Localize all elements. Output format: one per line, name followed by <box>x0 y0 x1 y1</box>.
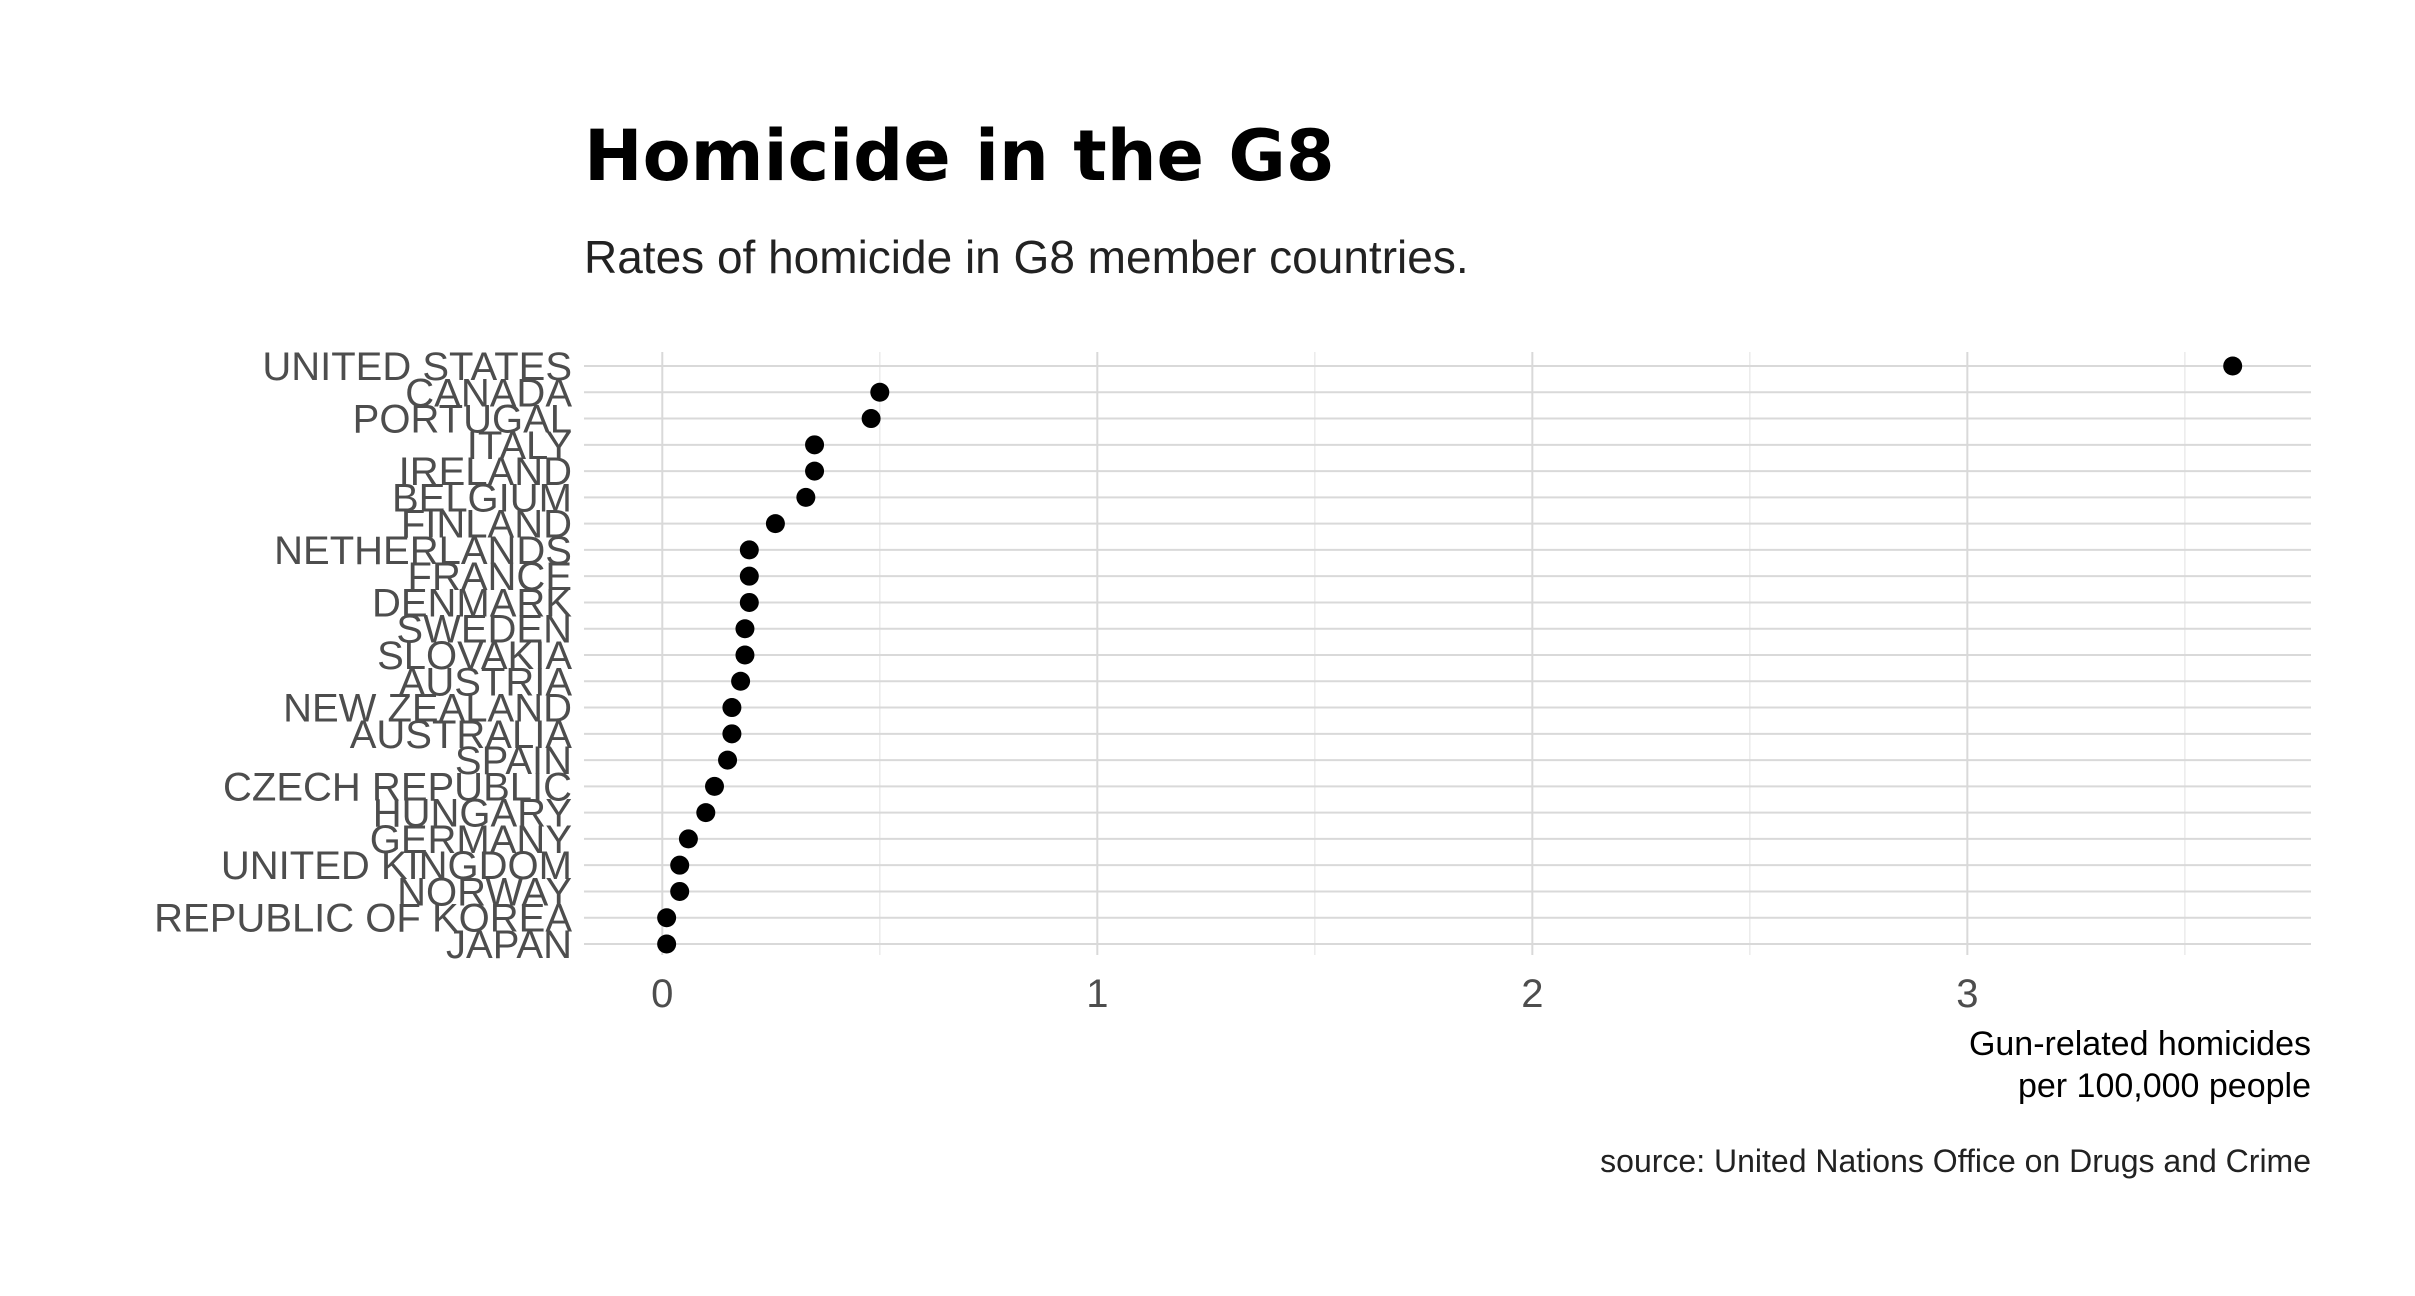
x-tick-label: 0 <box>651 972 673 1016</box>
data-point <box>670 881 690 901</box>
category-label: HUNGARY <box>373 792 572 836</box>
category-label: UNITED KINGDOM <box>221 844 572 888</box>
category-label: NETHERLANDS <box>274 529 572 573</box>
data-point <box>670 855 690 875</box>
category-label: SPAIN <box>455 739 572 783</box>
category-label: NEW ZEALAND <box>283 687 572 731</box>
data-point <box>735 619 755 639</box>
category-label: SWEDEN <box>396 608 572 652</box>
data-point <box>705 776 725 796</box>
category-label: UNITED STATES <box>262 345 572 389</box>
x-tick-label: 3 <box>1956 972 1978 1016</box>
data-point <box>739 592 759 612</box>
category-label: PORTUGAL <box>353 398 572 442</box>
category-label: AUSTRALIA <box>350 713 573 757</box>
category-label: BELGIUM <box>392 476 572 520</box>
chart-title: Homicide in the G8 <box>584 115 1335 197</box>
data-point <box>805 461 825 481</box>
category-label: REPUBLIC OF KOREA <box>154 897 572 941</box>
category-label: IRELAND <box>399 450 572 494</box>
x-axis-tick-labels: 0 1 2 3 <box>651 972 1978 1016</box>
data-points <box>657 356 2243 954</box>
category-labels: UNITED STATESCANADAPORTUGALITALYIRELANDB… <box>154 345 572 967</box>
category-label: CZECH REPUBLIC <box>223 765 572 809</box>
data-point <box>805 435 825 455</box>
data-point <box>765 514 785 534</box>
data-point <box>657 934 677 954</box>
data-point <box>739 566 759 586</box>
data-point <box>796 487 816 507</box>
data-point <box>731 671 751 691</box>
category-label: NORWAY <box>397 870 572 914</box>
category-label: JAPAN <box>446 923 572 967</box>
category-label: SLOVAKIA <box>377 634 572 678</box>
category-label: CANADA <box>405 371 572 415</box>
x-tick-label: 1 <box>1086 972 1108 1016</box>
data-point <box>718 750 738 770</box>
category-label: GERMANY <box>370 818 572 862</box>
category-label: ITALY <box>467 424 572 468</box>
chart-caption: source: United Nations Office on Drugs a… <box>1600 1143 2311 1179</box>
data-point <box>722 698 742 718</box>
category-label: FRANCE <box>408 555 572 599</box>
grid-lines <box>584 352 2311 955</box>
x-axis-title-line-2: per 100,000 people <box>2018 1067 2311 1105</box>
data-point <box>861 409 881 429</box>
data-point <box>722 724 742 744</box>
category-label: AUSTRIA <box>399 660 573 704</box>
chart-subtitle: Rates of homicide in G8 member countries… <box>584 231 1469 283</box>
x-axis-title-line-1: Gun-related homicides <box>1969 1025 2311 1063</box>
data-point <box>678 829 698 849</box>
category-label: FINLAND <box>401 503 572 547</box>
data-point <box>870 382 890 402</box>
category-label: DENMARK <box>372 581 572 625</box>
data-point <box>2223 356 2243 376</box>
data-point <box>696 803 716 823</box>
data-point <box>735 645 755 665</box>
data-point <box>657 908 677 928</box>
data-point <box>739 540 759 560</box>
x-tick-label: 2 <box>1521 972 1543 1016</box>
